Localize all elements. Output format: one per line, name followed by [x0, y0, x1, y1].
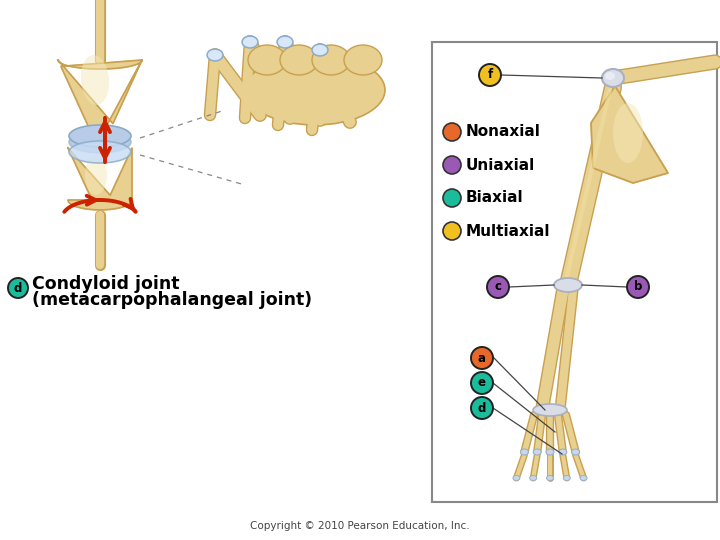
Circle shape [487, 276, 509, 298]
Ellipse shape [534, 449, 541, 455]
Text: Multiaxial: Multiaxial [466, 224, 551, 239]
Circle shape [471, 397, 493, 419]
Circle shape [443, 156, 461, 174]
Ellipse shape [277, 36, 293, 48]
Text: Nonaxial: Nonaxial [466, 125, 541, 139]
Ellipse shape [559, 449, 567, 455]
Ellipse shape [605, 72, 615, 80]
Circle shape [8, 278, 28, 298]
Ellipse shape [554, 278, 582, 292]
Ellipse shape [572, 449, 580, 455]
Polygon shape [591, 86, 668, 183]
Ellipse shape [313, 45, 327, 55]
Ellipse shape [513, 476, 520, 481]
Text: e: e [478, 376, 486, 389]
Ellipse shape [530, 476, 536, 481]
Circle shape [627, 276, 649, 298]
Ellipse shape [69, 141, 131, 163]
Text: Condyloid joint: Condyloid joint [32, 275, 179, 293]
Ellipse shape [602, 69, 624, 87]
Ellipse shape [613, 103, 643, 163]
Ellipse shape [245, 55, 385, 125]
Text: a: a [478, 352, 486, 365]
Text: d: d [14, 281, 22, 294]
Text: Copyright © 2010 Pearson Education, Inc.: Copyright © 2010 Pearson Education, Inc. [250, 521, 470, 531]
Ellipse shape [242, 36, 258, 48]
Ellipse shape [278, 37, 292, 47]
Ellipse shape [207, 49, 223, 61]
Text: (metacarpophalangeal joint): (metacarpophalangeal joint) [32, 291, 312, 309]
Ellipse shape [81, 55, 109, 105]
Polygon shape [68, 148, 132, 210]
Ellipse shape [69, 131, 131, 153]
Ellipse shape [580, 476, 587, 481]
Circle shape [443, 222, 461, 240]
Text: c: c [495, 280, 502, 294]
Ellipse shape [248, 45, 286, 75]
Circle shape [443, 189, 461, 207]
Ellipse shape [243, 37, 257, 47]
Polygon shape [58, 60, 142, 138]
Ellipse shape [312, 44, 328, 56]
Circle shape [471, 372, 493, 394]
Text: Uniaxial: Uniaxial [466, 158, 535, 172]
Circle shape [479, 64, 501, 86]
Circle shape [443, 123, 461, 141]
Ellipse shape [563, 476, 570, 481]
FancyBboxPatch shape [432, 42, 717, 502]
Ellipse shape [280, 45, 318, 75]
Ellipse shape [546, 476, 554, 481]
Ellipse shape [85, 155, 107, 195]
Text: Biaxial: Biaxial [466, 191, 523, 206]
Ellipse shape [546, 449, 554, 455]
Text: b: b [634, 280, 642, 294]
Text: f: f [487, 69, 492, 82]
Ellipse shape [521, 449, 528, 455]
Text: d: d [478, 402, 486, 415]
Ellipse shape [344, 45, 382, 75]
Ellipse shape [312, 45, 350, 75]
Ellipse shape [533, 404, 567, 416]
Circle shape [471, 347, 493, 369]
Ellipse shape [208, 50, 222, 60]
Ellipse shape [69, 125, 131, 147]
